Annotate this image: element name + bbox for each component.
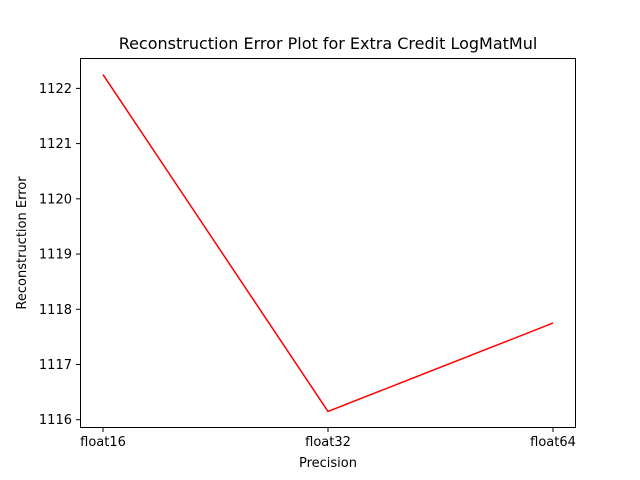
plot-area: 1116 1117 1118 1119 1120 1121 1122 float16 float… [39,74,576,450]
x-tick-label: float32 [305,435,351,450]
y-tick-label: 1117 [39,358,72,373]
y-tick-label: 1120 [39,192,72,207]
y-tick-label: 1121 [39,137,72,152]
chart-title: Reconstruction Error Plot for Extra Cred… [119,34,538,53]
x-tick-label: float16 [80,435,126,450]
series-line [102,74,554,413]
y-tick-label: 1119 [39,248,72,263]
y-tick-label: 1118 [39,303,72,318]
y-tick-label: 1116 [39,413,72,428]
y-axis-label: Reconstruction Error [15,176,30,310]
axes-frame [80,58,576,428]
y-tick-label: 1122 [39,82,72,97]
x-axis-label: Precision [299,456,357,471]
x-tick-label: float64 [530,435,576,450]
